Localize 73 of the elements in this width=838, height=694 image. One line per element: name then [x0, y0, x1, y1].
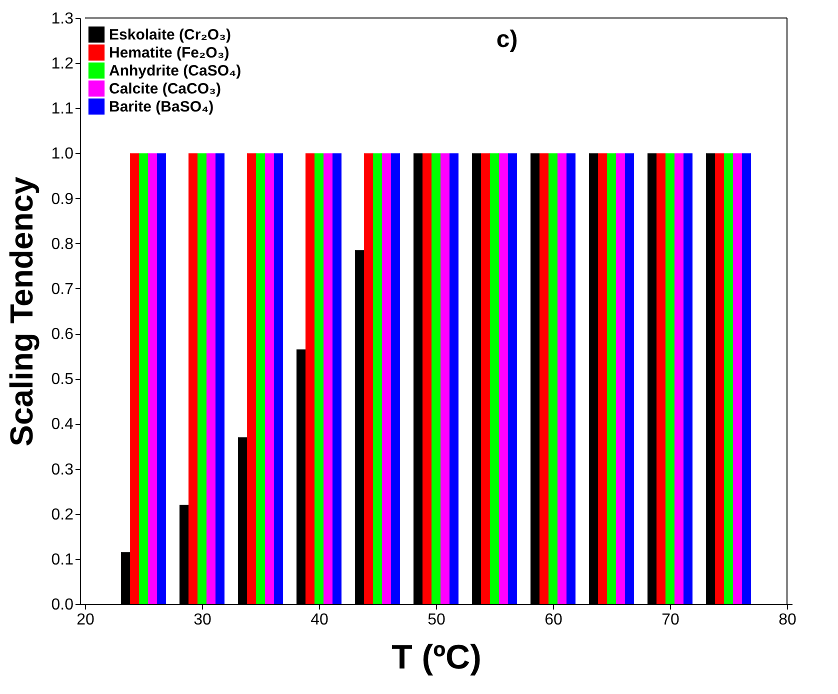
bar — [540, 153, 548, 604]
bar — [148, 153, 157, 604]
y-tick-label: 0.3 — [51, 461, 74, 478]
x-tick-label: 60 — [544, 612, 562, 628]
bar — [422, 153, 432, 604]
y-axis-title: Scaling Tendency — [3, 176, 40, 446]
bar — [684, 153, 692, 604]
bar — [306, 153, 314, 604]
bar — [188, 153, 198, 604]
legend-label: Eskolaite (Cr₂O₃) — [109, 26, 231, 44]
y-tick-label: 1.2 — [51, 56, 74, 73]
bar — [157, 153, 166, 604]
y-tick-label: 0.4 — [51, 416, 74, 434]
bar — [548, 153, 558, 604]
bar — [139, 153, 148, 604]
bar — [508, 153, 517, 604]
bar — [432, 153, 440, 604]
bar — [598, 153, 607, 604]
bar — [216, 153, 224, 604]
y-tick-label: 0.5 — [51, 371, 74, 388]
bar — [674, 153, 684, 604]
bar — [382, 153, 391, 604]
bar — [314, 153, 324, 604]
bar — [607, 153, 616, 604]
y-tick-label: 1.0 — [51, 146, 74, 163]
bar — [450, 153, 458, 604]
x-tick-label: 40 — [310, 612, 328, 628]
bar — [324, 153, 332, 604]
y-tick-label: 1.1 — [51, 100, 74, 118]
y-tick-label: 0.6 — [51, 326, 74, 344]
annotation: c) — [496, 26, 518, 53]
bar — [256, 153, 265, 604]
x-tick-label: 70 — [662, 612, 680, 628]
y-tick-label: 0.0 — [51, 596, 74, 614]
y-tick-label: 0.7 — [51, 280, 74, 298]
bar — [247, 153, 256, 604]
bar — [715, 153, 724, 604]
legend-label: Barite (BaSO₄) — [109, 98, 214, 116]
bar — [499, 153, 508, 604]
x-tick-label: 30 — [194, 612, 212, 628]
x-tick-label: 50 — [428, 612, 446, 628]
y-tick-label: 0.1 — [51, 551, 74, 568]
bar — [625, 153, 634, 604]
bar — [481, 153, 490, 604]
bar — [656, 153, 666, 604]
bar — [364, 153, 373, 604]
bar — [130, 153, 139, 604]
bar — [206, 153, 216, 604]
legend-label: Hematite (Fe₂O₃) — [109, 44, 230, 62]
bar — [274, 153, 283, 604]
y-tick-label: 1.3 — [51, 10, 74, 28]
y-tick-label: 0.2 — [51, 506, 74, 524]
legend-label: Anhydrite (CaSO₄) — [109, 62, 242, 80]
bar — [733, 153, 742, 604]
bar — [391, 153, 400, 604]
legend-label: Calcite (CaCO₃) — [109, 80, 221, 98]
bar — [566, 153, 576, 604]
bar — [724, 153, 733, 604]
y-tick-label: 0.9 — [51, 190, 74, 208]
x-tick-label: 80 — [778, 612, 796, 628]
bar — [440, 153, 450, 604]
x-tick-label: 20 — [76, 612, 94, 628]
bar — [666, 153, 674, 604]
bar — [490, 153, 499, 604]
bar — [742, 153, 751, 604]
bar — [373, 153, 382, 604]
bar — [616, 153, 625, 604]
bar — [558, 153, 566, 604]
bar — [332, 153, 342, 604]
bar — [198, 153, 206, 604]
y-tick-label: 0.8 — [51, 236, 74, 253]
bar — [265, 153, 274, 604]
x-axis-title: T (ºC) — [392, 638, 482, 676]
